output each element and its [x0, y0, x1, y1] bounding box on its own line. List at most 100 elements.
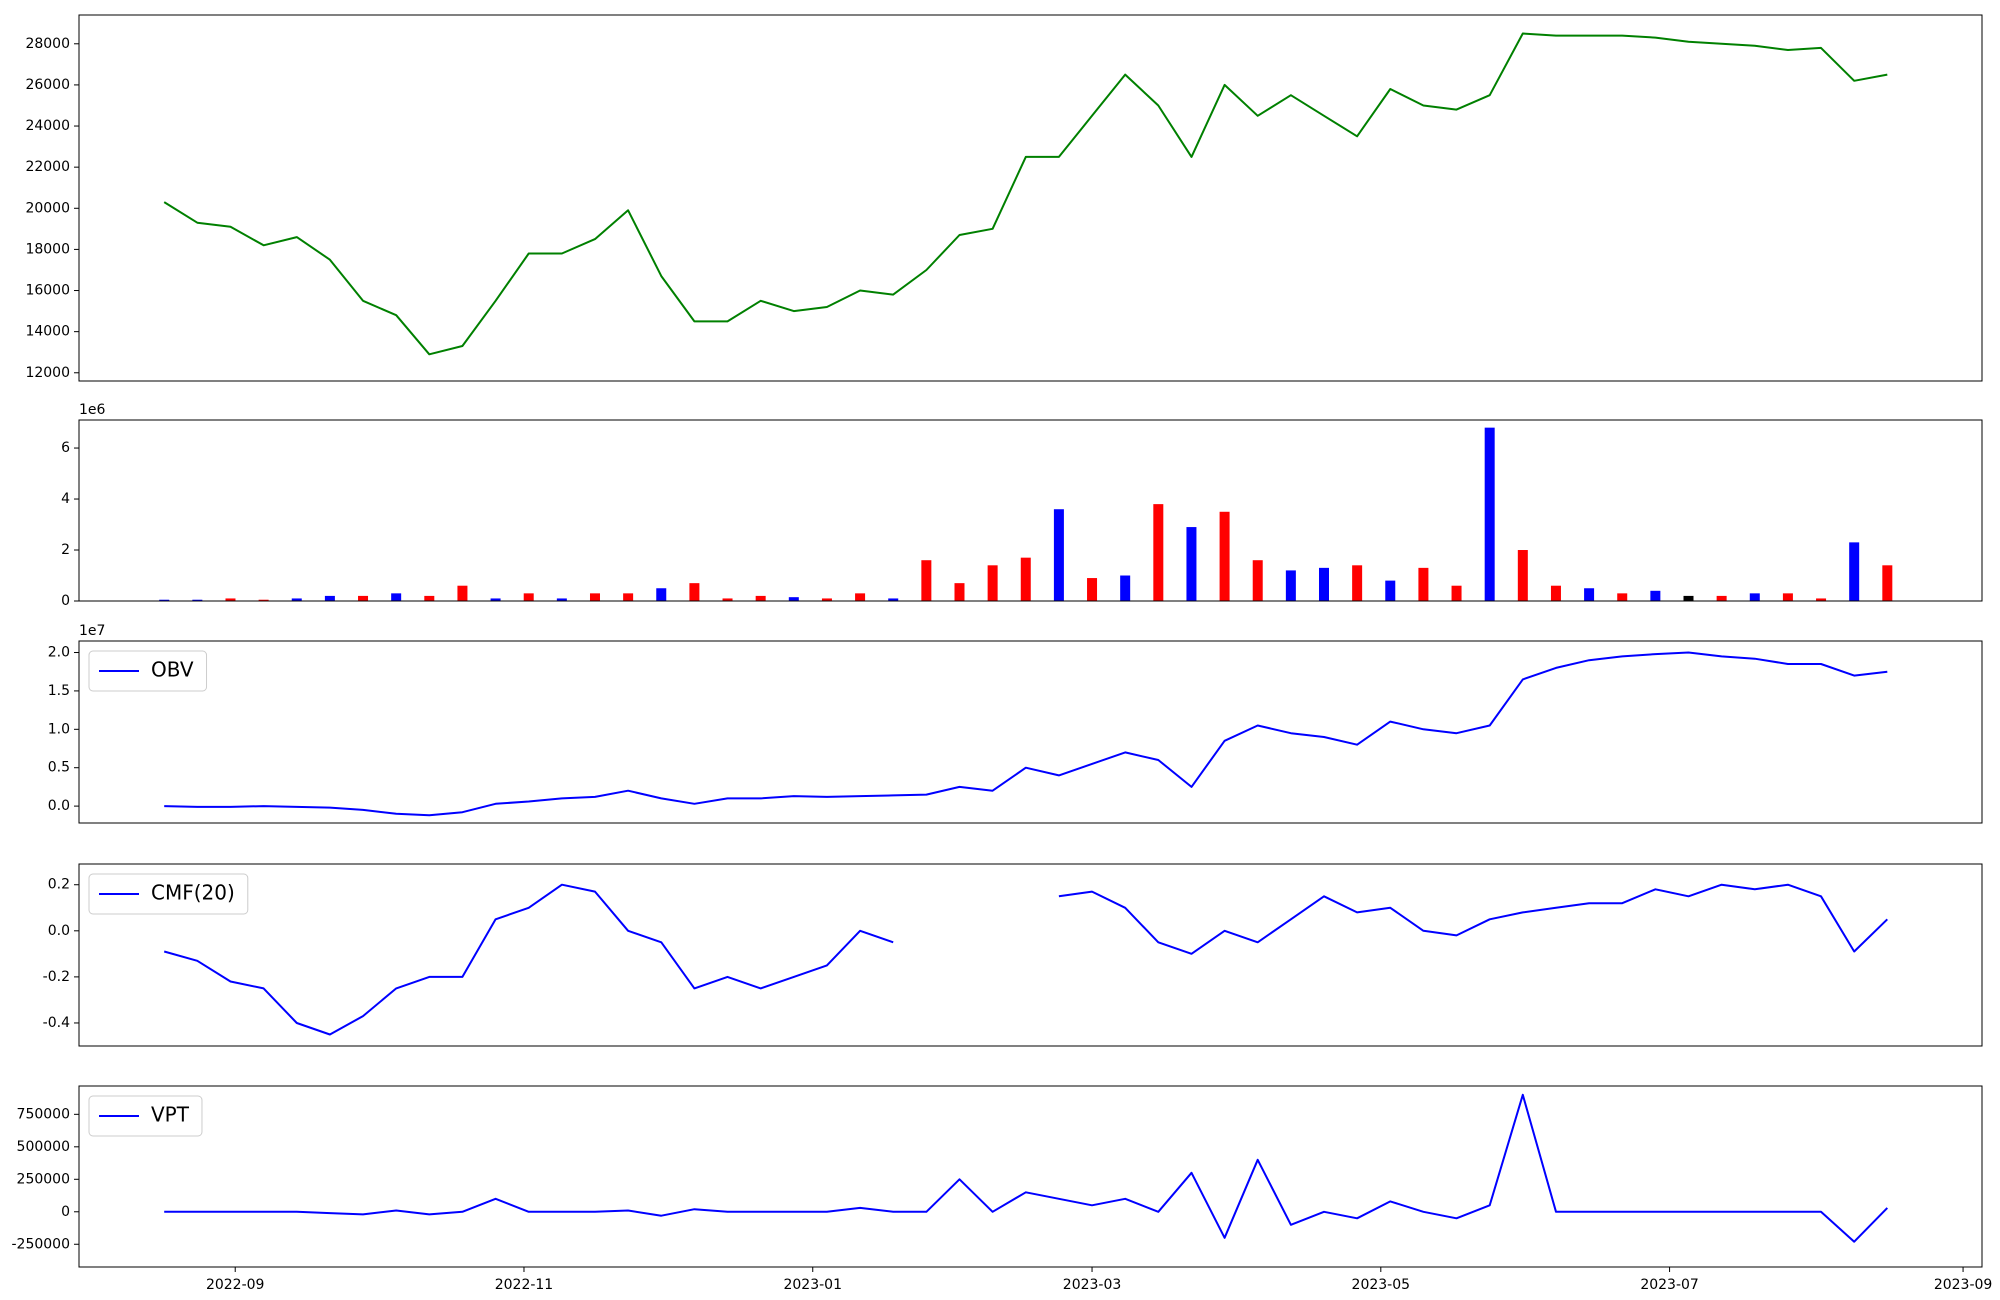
- y-tick-label: 6: [61, 440, 70, 456]
- volume-bar: [1882, 565, 1893, 601]
- y-tick-label: 2: [61, 542, 70, 558]
- y-tick-label: 1.5: [48, 683, 70, 699]
- volume-bar: [192, 599, 203, 601]
- volume-bar: [1053, 509, 1064, 601]
- y-tick-label: 0.5: [48, 760, 70, 776]
- y-tick-label: 0: [61, 1204, 70, 1220]
- panel-frame: [78, 14, 1983, 382]
- volume-bar: [159, 599, 170, 601]
- x-tick-label: 2023-05: [1352, 1277, 1411, 1293]
- volume-bar: [1252, 560, 1263, 601]
- series-line: [164, 651, 1888, 817]
- panel-frame: [78, 419, 1983, 602]
- volume-bar: [258, 599, 269, 601]
- volume-bar: [490, 598, 501, 601]
- series-line: [163, 883, 1888, 1036]
- legend-box: [88, 873, 249, 915]
- volume-bar: [1385, 580, 1396, 601]
- y-tick-label: 500000: [17, 1139, 70, 1155]
- volume-bar: [1285, 570, 1296, 601]
- volume-bar: [1816, 598, 1827, 601]
- x-tick-label: 2023-07: [1640, 1277, 1699, 1293]
- offset-label: 1e6: [79, 402, 106, 418]
- y-tick-label: 250000: [17, 1171, 70, 1187]
- y-tick-label: 16000: [25, 283, 70, 299]
- panel-frame: [78, 1085, 1983, 1268]
- volume-bar: [1650, 590, 1661, 601]
- volume-bar: [1318, 567, 1329, 601]
- volume-bar: [556, 598, 567, 601]
- legend-label: VPT: [151, 1103, 190, 1127]
- y-tick-label: 18000: [25, 241, 70, 257]
- volume-bar: [589, 593, 600, 601]
- volume-bar: [225, 598, 236, 601]
- volume-bar: [1617, 593, 1628, 601]
- y-tick-label: -0.2: [43, 969, 70, 985]
- volume-bar: [1517, 550, 1528, 601]
- volume-bar: [954, 583, 965, 601]
- volume-bar: [921, 560, 932, 601]
- y-tick-label: 0: [61, 593, 70, 609]
- x-tick-label: 2023-01: [783, 1277, 842, 1293]
- x-tick-label: 2022-09: [206, 1277, 265, 1293]
- series-line: [164, 1093, 1889, 1243]
- panel-frame: [78, 863, 1983, 1047]
- y-tick-label: 28000: [25, 36, 70, 52]
- y-tick-label: 1.0: [48, 721, 70, 737]
- volume-bar: [855, 593, 866, 601]
- volume-bar: [755, 595, 766, 601]
- volume-bar: [1749, 593, 1760, 601]
- volume-bar: [358, 595, 369, 601]
- y-tick-label: 20000: [25, 200, 70, 216]
- volume-bar: [1716, 595, 1727, 601]
- volume-bar: [424, 595, 435, 601]
- volume-bar: [888, 598, 899, 601]
- offset-label: 1e7: [79, 623, 105, 639]
- y-tick-label: -0.4: [43, 1015, 70, 1031]
- volume-bar: [1584, 588, 1595, 601]
- volume-bar: [324, 595, 335, 601]
- volume-bar: [1120, 575, 1131, 601]
- y-tick-label: 24000: [25, 118, 70, 134]
- volume-bar: [391, 593, 402, 601]
- volume-bar: [1219, 511, 1230, 601]
- y-tick-label: 12000: [25, 365, 70, 381]
- volume-bar: [1451, 585, 1462, 601]
- volume-bar: [1186, 527, 1197, 601]
- volume-bar: [1153, 504, 1164, 601]
- volume-bar: [1484, 427, 1495, 601]
- volume-bar: [1849, 542, 1860, 601]
- y-tick-label: -250000: [12, 1236, 71, 1252]
- volume-bar: [821, 598, 832, 601]
- x-tick-label: 2022-11: [495, 1277, 554, 1293]
- series-line: [163, 32, 1888, 356]
- legend-label: OBV: [151, 658, 194, 682]
- legend-box: [88, 650, 208, 692]
- volume-bar: [457, 585, 468, 601]
- volume-bar: [722, 598, 733, 601]
- y-tick-label: 0.0: [48, 798, 70, 814]
- legend-box: [88, 1095, 203, 1137]
- panel-frame: [78, 640, 1983, 824]
- y-tick-label: 14000: [25, 324, 70, 340]
- volume-bar: [291, 598, 302, 601]
- y-tick-label: 750000: [17, 1106, 70, 1122]
- y-tick-label: 26000: [25, 77, 70, 93]
- x-tick-label: 2023-03: [1063, 1277, 1122, 1293]
- volume-bar: [1352, 565, 1363, 601]
- volume-bar: [987, 565, 998, 601]
- volume-bar: [1087, 578, 1098, 601]
- volume-bar: [1683, 595, 1694, 601]
- volume-bar: [788, 597, 799, 601]
- volume-bar: [1782, 593, 1793, 601]
- y-tick-label: 0.2: [48, 877, 70, 893]
- volume-bar: [1550, 585, 1561, 601]
- volume-bar: [1418, 567, 1429, 601]
- x-tick-label: 2023-09: [1934, 1277, 1993, 1293]
- y-tick-label: 22000: [25, 159, 70, 175]
- y-tick-label: 2.0: [48, 645, 70, 661]
- volume-bar: [656, 588, 667, 601]
- volume-bar: [623, 593, 634, 601]
- y-tick-label: 4: [61, 491, 70, 507]
